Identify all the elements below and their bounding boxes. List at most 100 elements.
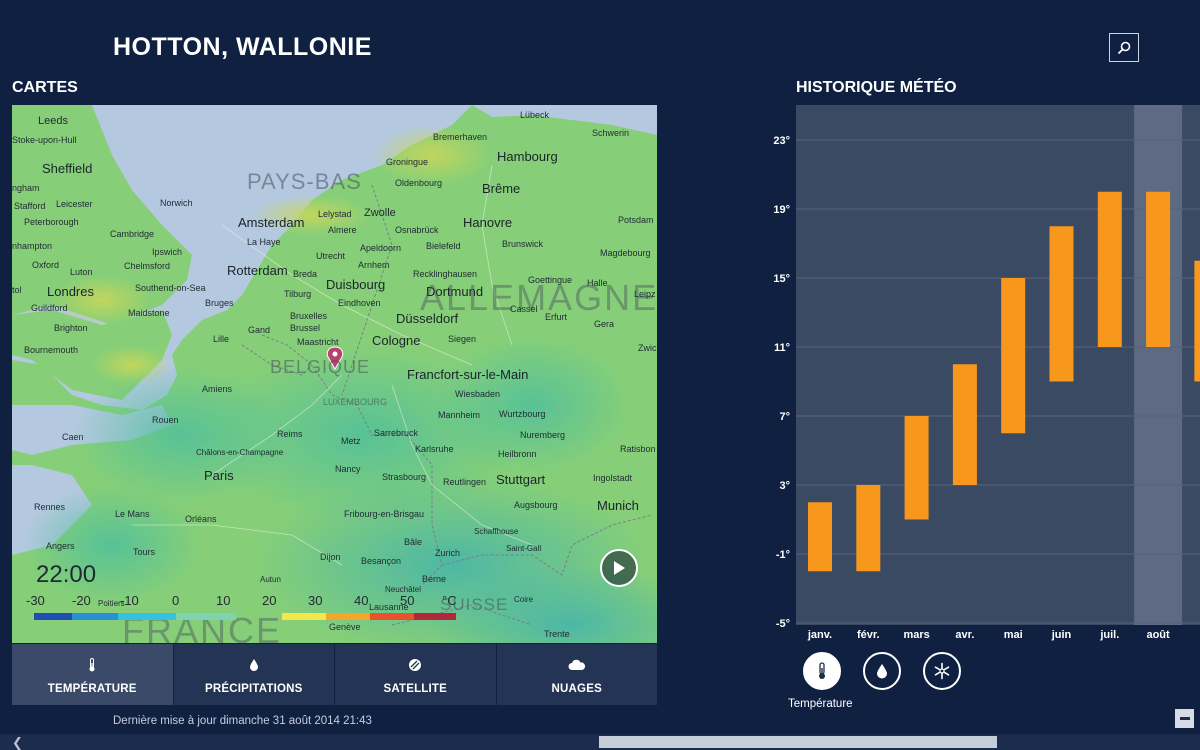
tab-temperature[interactable]: TEMPÉRATURE [12,644,173,705]
map-label: Augsbourg [514,500,558,510]
map-label: Düsseldorf [396,311,459,326]
map-label: Caen [62,432,84,442]
play-icon [614,561,625,575]
map-label: Norwich [160,198,193,208]
history-section-title: HISTORIQUE MÉTÉO [796,79,957,96]
map-label: Poitiers [98,599,125,608]
map-label: Oxford [32,260,60,270]
legend-color-segment [326,613,370,620]
map-label: Eindhoven [338,298,381,308]
tab-label: SATELLITE [383,682,448,695]
metric-buttons [803,652,961,690]
map-label: Paris [204,468,234,483]
map-label: Bremerhaven [433,132,488,142]
map-label: Utrecht [316,251,346,261]
map-label: Amsterdam [238,215,305,230]
map-label: Brunswick [502,239,544,249]
map-label: Bâle [404,537,423,547]
map-label: Brême [482,181,521,196]
temperature-map[interactable]: Leeds Stoke-upon-Hull Sheffield ngham St… [12,105,657,643]
legend-color-segment [118,613,176,620]
temperature-range-bar[interactable] [856,485,881,572]
map-label: Sarrebruck [374,428,419,438]
tab-precipitations[interactable]: PRÉCIPITATIONS [173,644,334,705]
scrollbar-thumb[interactable] [599,736,997,748]
legend-tick: -20 [72,593,91,608]
map-label: Groningue [386,157,429,167]
tab-nuages[interactable]: NUAGES [496,644,657,705]
raindrop-icon [249,658,258,671]
map-label: Dijon [320,552,341,562]
map-label: Fribourg-en-Brisgau [344,509,425,519]
play-button[interactable] [600,549,638,587]
map-label: Almere [328,225,357,235]
map-label: Leipz [634,289,656,299]
map-label: Magdebourg [600,248,651,258]
map-label: Sheffield [42,161,93,176]
map-label: nhampton [12,241,53,251]
map-label: Oldenbourg [395,178,443,188]
map-label: ALLEMAGNE [420,277,657,318]
map-label: Erfurt [545,312,568,322]
last-updated-text: Dernière mise à jour dimanche 31 août 20… [113,715,372,727]
precipitation-metric-button[interactable] [863,652,901,690]
map-label: Nancy [335,464,361,474]
map-label: Angers [46,541,75,551]
x-tick-label: juil. [1099,629,1119,641]
maps-section-title: CARTES [12,79,78,96]
map-label: Stoke-upon-Hull [12,135,77,145]
map-label: Cambridge [110,229,155,239]
map-label: Reims [277,429,303,439]
map-label: Luton [70,267,93,277]
temperature-range-bar[interactable] [1097,191,1122,347]
map-label: Guildford [31,303,68,313]
map-label: Metz [341,436,361,446]
legend-tick: -30 [26,593,45,608]
map-label: PAYS-BAS [247,169,362,194]
temperature-range-bar[interactable] [1001,278,1026,434]
y-tick-label: 7° [779,411,790,423]
map-label: Gand [248,325,271,335]
search-button[interactable] [1109,33,1139,62]
map-label: Potsdam [618,215,654,225]
map-label: Siegen [448,334,477,344]
tab-satellite[interactable]: SATELLITE [335,644,496,705]
y-tick-label: 23° [773,135,790,147]
tab-label: PRÉCIPITATIONS [204,682,303,695]
map-time: 22:00 [36,561,97,588]
snow-metric-button[interactable] [923,652,961,690]
map-label: Besançon [361,556,402,566]
cloud-icon [568,659,585,670]
map-label: Ingolstadt [593,473,633,483]
temperature-range-bar[interactable] [904,416,929,520]
map-label: Châlons-en-Champagne [196,448,284,457]
map-label: Zwolle [364,207,396,219]
map-label: Coire [514,595,534,604]
history-chart[interactable]: 23° 19° 15° 11° 7° 3° -1° -5° janv. févr. mars avr.… [760,105,1200,650]
chevron-left-icon[interactable]: ❮ [12,735,23,750]
legend-color-segment [34,613,72,620]
y-tick-label: -1° [776,549,790,561]
horizontal-scrollbar[interactable]: ❮ [0,734,1200,750]
temperature-range-bar[interactable] [808,502,832,572]
map-label: Saint-Gall [506,544,542,553]
temperature-range-bar[interactable] [1146,191,1171,347]
location-pin-icon [326,346,344,370]
y-tick-label: 11° [774,342,790,354]
temperature-range-bar[interactable] [1049,226,1074,382]
selected-metric-label: Température [788,698,853,710]
map-label: Lille [213,334,230,344]
legend-tick: 10 [216,593,231,608]
x-tick-label: avr. [955,629,974,641]
satellite-icon [409,658,422,671]
highlight-column [1134,105,1183,625]
temperature-range-bar[interactable] [952,364,977,485]
map-label: Bruxelles [290,311,328,321]
map-label: Zwic [638,343,657,353]
map-label: Leeds [38,115,68,127]
temperature-metric-button[interactable] [803,652,841,690]
temperature-range-bar[interactable] [1194,260,1200,382]
zoom-out-button[interactable] [1175,709,1194,728]
map-label: Neuchâtel [385,585,422,594]
tab-label: NUAGES [551,682,602,695]
